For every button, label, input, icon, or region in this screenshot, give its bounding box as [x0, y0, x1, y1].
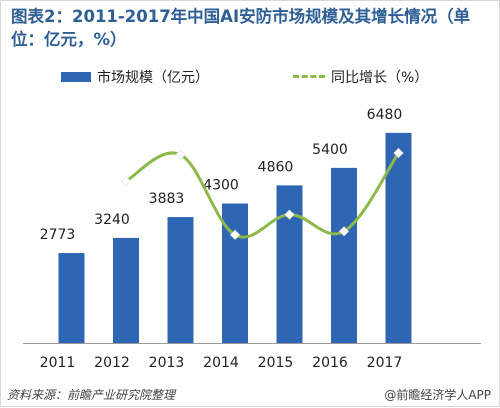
growth-marker-2014 [229, 229, 241, 240]
legend-label-growth: 同比增长（%） [331, 70, 429, 86]
source-note: 资料来源：前瞻产业研究院整理 [7, 388, 176, 402]
legend-swatch-growth [293, 75, 325, 78]
growth-marker-2012 [120, 176, 132, 187]
bar-2016 [331, 167, 357, 343]
bar-2015 [276, 185, 303, 343]
value-label-2011: 2773 [40, 227, 76, 243]
tick-label-2011: 2011 [40, 355, 76, 371]
tick-label-2012: 2012 [94, 355, 130, 371]
growth-marker-2017 [393, 147, 404, 159]
legend-swatch-market-size [61, 72, 91, 82]
bar-2012 [113, 237, 139, 343]
legend: 市场规模（亿元） 同比增长（%） [1, 65, 500, 89]
chart-title: 图表2：2011-2017年中国AI安防市场规模及其增长情况（单位：亿元，%） [11, 7, 471, 49]
bar-2017 [385, 132, 412, 343]
value-label-2015: 4860 [258, 159, 294, 175]
growth-marker-2013 [175, 149, 186, 160]
growth-marker-2016 [338, 226, 350, 237]
value-label-2017: 6480 [367, 107, 403, 123]
tick-label-2015: 2015 [258, 355, 294, 371]
tick-label-2014: 2014 [203, 355, 239, 371]
tick-label-2013: 2013 [149, 355, 185, 371]
value-label-2013: 3883 [149, 191, 185, 207]
tick-label-2016: 2016 [312, 355, 348, 371]
bar-2011 [58, 253, 85, 343]
tick-label-2017: 2017 [367, 355, 403, 371]
value-label-2014: 4300 [203, 178, 239, 194]
value-label-2012: 3240 [94, 212, 130, 228]
legend-label-market-size: 市场规模（亿元） [97, 70, 209, 86]
bar-2013 [167, 217, 194, 343]
value-label-2016: 5400 [312, 142, 348, 158]
brand-note: @前瞻经济学人APP [384, 388, 491, 402]
growth-marker-2015 [284, 209, 295, 220]
